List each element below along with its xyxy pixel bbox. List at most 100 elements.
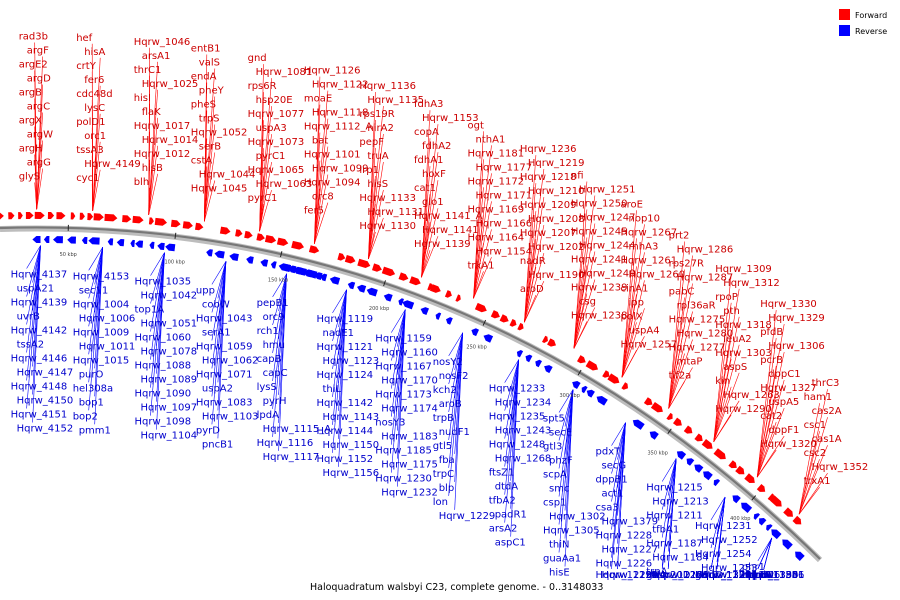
reverse-gene-label-96: Hqrw_1233	[489, 384, 546, 395]
forward-gene-label-165: trxA1	[804, 476, 831, 487]
reverse-gene-label-5: tssA2	[17, 340, 45, 351]
reverse-gene-label-99: Hqrw_1243	[495, 426, 552, 437]
reverse-gene-12	[165, 243, 176, 252]
forward-gene-65	[792, 515, 802, 525]
reverse-leader-156	[757, 537, 773, 562]
forward-gene-46	[585, 360, 598, 371]
forward-gene-label-85: copA	[414, 127, 439, 138]
reverse-leader-10	[26, 245, 41, 409]
reverse-gene-label-24: Hqrw_1035	[135, 277, 192, 288]
forward-gene-label-146: aspS	[723, 362, 747, 373]
reverse-leader-165	[763, 537, 773, 570]
reverse-gene-30	[420, 307, 429, 315]
reverse-gene-label-109: secE	[549, 428, 572, 439]
reverse-leader-82	[391, 309, 406, 473]
forward-gene-label-41: endA	[191, 72, 217, 83]
forward-gene-label-1: argG	[27, 158, 51, 169]
forward-gene-label-151: rpoP	[715, 292, 738, 303]
forward-gene-label-67: Hqrw_1131	[367, 207, 424, 218]
forward-leader-131	[621, 210, 637, 378]
reverse-gene-36	[525, 354, 533, 363]
forward-leader-126	[621, 280, 645, 378]
reverse-gene-label-64: Hqrw_1124	[317, 370, 374, 381]
forward-gene-label-128: rnhA3	[629, 241, 659, 252]
kbp-ticks: 50 kbp 100 kbp 150 kbp 200 kbp 250 kbp 300 kb…	[60, 224, 757, 522]
forward-gene-label-167: csc2	[804, 448, 827, 459]
forward-gene-label-80: glo1	[422, 197, 444, 208]
tick-mark-7	[751, 495, 757, 501]
reverse-gene-42	[596, 396, 608, 406]
reverse-leader-122	[611, 422, 626, 474]
reverse-gene-44	[649, 431, 659, 440]
reverse-gene-label-147: Hqrw_1253	[701, 563, 758, 574]
forward-gene-label-97: nthA1	[476, 134, 506, 145]
reverse-gene-32	[446, 317, 453, 325]
reverse-leader-104	[504, 359, 519, 495]
forward-gene-label-108: Hqrw_1219	[528, 158, 585, 169]
reverse-gene-34	[483, 334, 494, 343]
reverse-gene-label-25: Hqrw_1042	[141, 291, 198, 302]
reverse-gene-13	[206, 249, 213, 257]
forward-gene-label-163: Hqrw_1329	[768, 313, 825, 324]
reverse-gene-label-113: smc	[549, 484, 569, 495]
forward-gene-43	[542, 335, 548, 343]
reverse-gene-label-118: guaAa1	[543, 554, 581, 565]
forward-gene-label-43: entB1	[191, 44, 221, 55]
reverse-gene-label-51: hmu	[263, 340, 285, 351]
forward-leader-108	[524, 169, 545, 323]
forward-gene-label-24: Hqrw_1012	[134, 149, 191, 160]
reverse-leader-16	[88, 247, 103, 327]
reverse-gene-label-78: nosY3	[375, 418, 405, 429]
reverse-gene-label-12: Hqrw_4153	[73, 271, 130, 282]
forward-gene-label-72: pepF	[359, 137, 384, 148]
reverse-gene-label-80: Hqrw_1185	[375, 446, 432, 457]
reverse-gene-label-30: Hqrw_1088	[135, 361, 192, 372]
forward-leader-120	[573, 181, 588, 349]
forward-gene-leader-lines	[34, 42, 828, 515]
forward-leader-144	[713, 400, 740, 442]
reverse-leader-12	[88, 247, 103, 271]
forward-gene-label-101: nadR	[520, 256, 546, 267]
reverse-leader-24	[150, 252, 165, 276]
reverse-leader-4	[26, 245, 41, 325]
forward-gene-label-59: Hqrw_1101	[304, 150, 361, 161]
forward-leader-155	[756, 435, 785, 478]
forward-leader-137	[668, 311, 693, 409]
reverse-leader-154	[710, 496, 726, 570]
forward-gene-label-114: Hqrw_1241	[571, 255, 628, 266]
forward-gene-label-116: Hqrw_1245	[571, 227, 628, 238]
forward-leader-150	[713, 316, 740, 442]
reverse-gene-label-22: bop2	[73, 411, 98, 422]
forward-leader-51	[259, 106, 272, 232]
forward-leader-42	[204, 68, 216, 222]
reverse-gene-label-110: gtl3	[543, 442, 562, 453]
forward-gene-label-171: ham1	[804, 392, 833, 403]
reverse-gene-label-158: dppD1	[742, 570, 775, 581]
reverse-gene-label-10: Hqrw_4151	[11, 410, 68, 421]
reverse-gene-label-34: Hqrw_1098	[135, 417, 192, 428]
reverse-gene-label-75: Hqrw_1170	[381, 376, 438, 387]
reverse-gene-27	[383, 293, 393, 302]
reverse-gene-label-65: thiL	[323, 384, 342, 395]
reverse-gene-label-117: thiN	[549, 540, 570, 551]
reverse-gene-label-149: Hqrw_1281	[701, 570, 758, 581]
reverse-gene-label-4: Hqrw_4142	[11, 326, 68, 337]
forward-gene-22	[256, 233, 265, 241]
reverse-gene-label-6: Hqrw_4146	[11, 354, 68, 365]
reverse-leader-144	[710, 496, 726, 521]
forward-gene-label-60: bat	[312, 136, 328, 147]
reverse-leader-50	[272, 273, 287, 325]
reverse-gene-label-116: Hqrw_1305	[543, 526, 600, 537]
forward-leader-14	[92, 141, 101, 211]
reverse-gene-18	[270, 261, 277, 269]
forward-gene-label-84: fdhA2	[422, 141, 451, 152]
forward-gene-label-149: Hqrw_1318	[715, 320, 772, 331]
forward-gene-label-159: dppC1	[768, 369, 800, 380]
legend-label-reverse: Reverse	[855, 27, 887, 36]
forward-gene-40	[499, 314, 509, 323]
reverse-gene-label-155: Hqrw_1304	[701, 570, 758, 581]
tick-label-0: 50 kbp	[60, 252, 77, 258]
forward-gene-label-147: Hqrw_1303	[715, 348, 772, 359]
forward-gene-label-11: cyc1	[76, 173, 99, 184]
reverse-gene-label-37: cobW	[202, 299, 230, 310]
